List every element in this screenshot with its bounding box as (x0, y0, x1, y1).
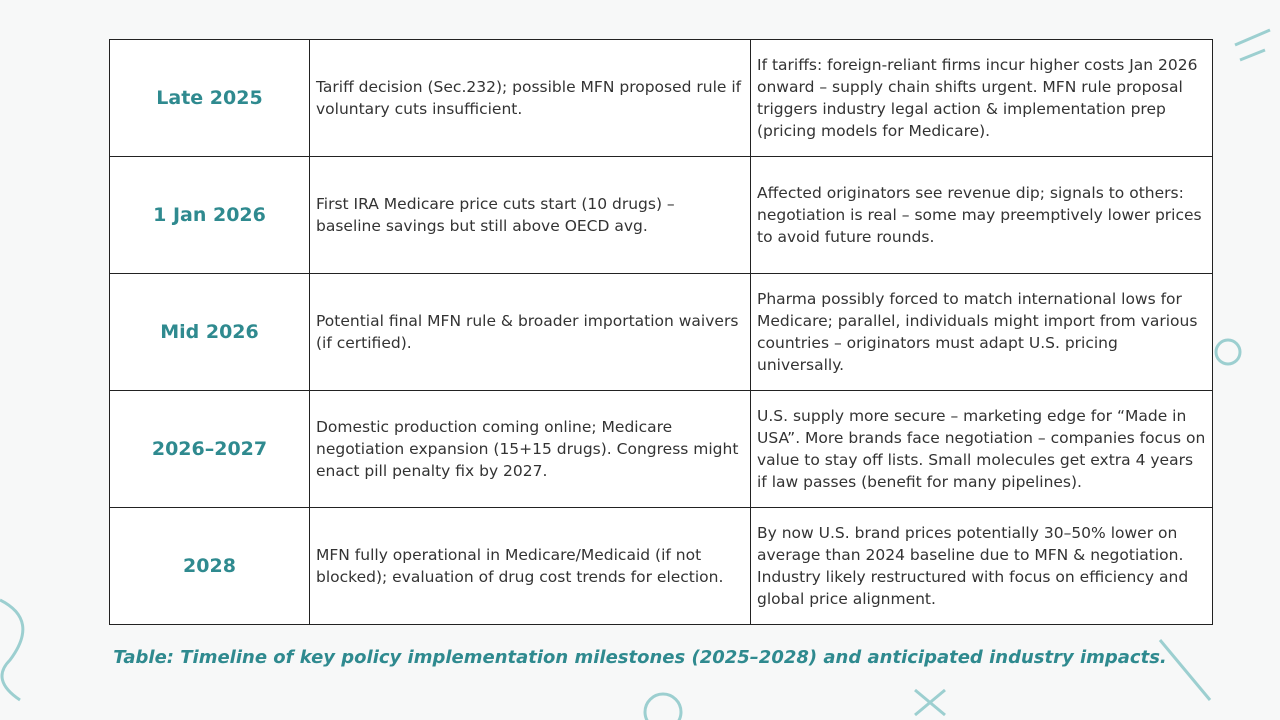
table-cell: U.S. supply more secure – marketing edge… (750, 390, 1213, 508)
table-cell: Pharma possibly forced to match internat… (750, 273, 1213, 391)
table-cell: MFN fully operational in Medicare/Medica… (309, 507, 751, 625)
milestone-cell: Late 2025 (109, 39, 310, 157)
milestone-cell: Mid 2026 (109, 273, 310, 391)
table-cell: Domestic production coming online; Medic… (309, 390, 751, 508)
table-row: 2026–2027 Domestic production coming onli… (109, 390, 1213, 508)
table-row: Late 2025 Tariff decision (Sec.232); poss… (109, 39, 1213, 157)
table-cell: Affected originators see revenue dip; si… (750, 156, 1213, 274)
table-cell: By now U.S. brand prices potentially 30–… (750, 507, 1213, 625)
milestone-cell: 1 Jan 2026 (109, 156, 310, 274)
table-cell: Tariff decision (Sec.232); possible MFN … (309, 39, 751, 157)
table-cell: First IRA Medicare price cuts start (10 … (309, 156, 751, 274)
table-row: 1 Jan 2026 First IRA Medicare price cuts … (109, 156, 1213, 274)
table-row: 2028 MFN fully operational in Medicare/Me… (109, 507, 1213, 625)
milestone-cell: 2028 (109, 507, 310, 625)
table-row: Mid 2026 Potential final MFN rule & broad… (109, 273, 1213, 391)
milestone-cell: 2026–2027 (109, 390, 310, 508)
caption: Table: Timeline of key policy implementa… (113, 647, 1167, 668)
table-cell: If tariffs: foreign-reliant firms incur … (750, 39, 1213, 157)
timeline-table: Late 2025 Tariff decision (Sec.232); poss… (109, 39, 1213, 625)
table-cell: Potential final MFN rule & broader impor… (309, 273, 751, 391)
